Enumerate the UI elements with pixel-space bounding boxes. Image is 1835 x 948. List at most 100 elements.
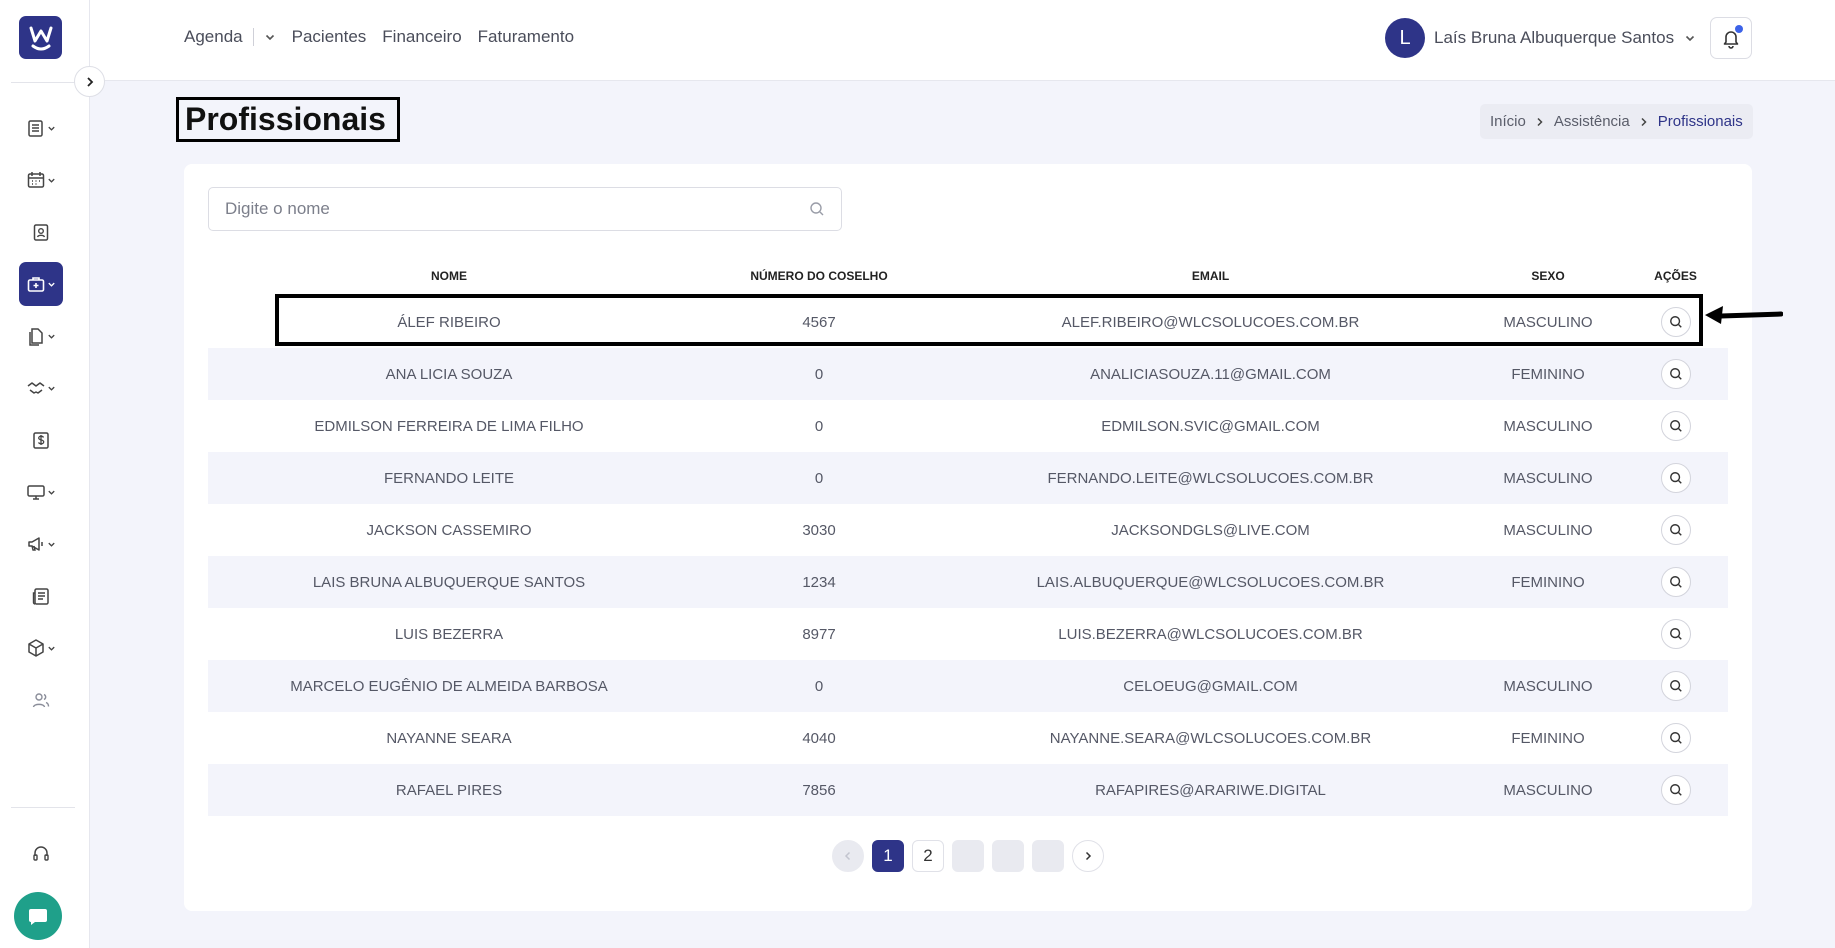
monitor-icon: [27, 485, 45, 500]
user-menu[interactable]: L Laís Bruna Albuquerque Santos: [1385, 18, 1696, 58]
cell-sexo: MASCULINO: [1503, 313, 1593, 331]
cell-acoes: [1623, 660, 1728, 712]
sidebar-item-inventory[interactable]: [19, 626, 63, 670]
view-professional-button[interactable]: [1660, 775, 1691, 805]
megaphone-icon: [28, 537, 43, 551]
view-professional-button[interactable]: [1660, 515, 1691, 545]
breadcrumb: Início Assistência Profissionais: [1480, 104, 1753, 139]
pagination: 1 2: [832, 840, 1104, 872]
sidebar-item-monitor[interactable]: [19, 470, 63, 514]
view-professional-button[interactable]: [1660, 359, 1691, 389]
cell-acoes: [1623, 712, 1728, 764]
cell-sexo: MASCULINO: [1473, 660, 1623, 712]
nav-faturamento[interactable]: Faturamento: [477, 27, 575, 46]
search-icon: [1669, 472, 1682, 484]
pagination-page-1[interactable]: 1: [872, 840, 904, 872]
sidebar-item-id-badge[interactable]: [19, 210, 63, 254]
cell-acoes: [1623, 556, 1728, 608]
cell-numero: 7856: [690, 764, 948, 816]
table-row: LAIS BRUNA ALBUQUERQUE SANTOS 1234 LAIS.AL…: [208, 556, 1728, 608]
table-row: FERNANDO LEITE 0 FERNANDO.LEITE@WLCSOLUCOE…: [208, 452, 1728, 504]
sidebar-item-news[interactable]: [19, 574, 63, 618]
sidebar-item-finance[interactable]: [19, 418, 63, 462]
cell-sexo: MASCULINO: [1473, 452, 1623, 504]
search-input[interactable]: [225, 199, 809, 219]
sidebar-item-support[interactable]: [19, 832, 63, 876]
cell-nome: NAYANNE SEARA: [386, 729, 512, 747]
table-row: JACKSON CASSEMIRO 3030 JACKSONDGLS@LIVE.CO…: [208, 504, 1728, 556]
chevron-down-icon: [48, 490, 55, 495]
column-header-sexo: SEXO: [1531, 269, 1565, 283]
nav-financeiro[interactable]: Financeiro: [382, 27, 462, 46]
cell-email: EDMILSON.SVIC@GMAIL.COM: [1101, 417, 1320, 435]
cell-numero: 4567: [802, 313, 836, 331]
cell-numero: 8977: [802, 625, 836, 643]
cell-email: ANALICIASOUZA.11@GMAIL.COM: [948, 348, 1473, 400]
search-icon: [1669, 680, 1682, 692]
cell-email: JACKSONDGLS@LIVE.COM: [1111, 521, 1310, 539]
table-row: ANA LICIA SOUZA 0 ANALICIASOUZA.11@GMAIL.C…: [208, 348, 1728, 400]
pagination-next-button[interactable]: [1072, 840, 1104, 872]
table-row: ÁLEF RIBEIRO 4567 ALEF.RIBEIRO@WLCSOLUCOES…: [208, 296, 1728, 348]
view-professional-button[interactable]: [1660, 619, 1691, 649]
pagination-page-2[interactable]: 2: [912, 840, 944, 872]
cell-numero: 3030: [802, 521, 836, 539]
notifications-button[interactable]: [1710, 17, 1752, 59]
search-icon: [1669, 368, 1682, 380]
search-icon: [1669, 576, 1682, 588]
sidebar-item-users[interactable]: [19, 678, 63, 722]
cell-nome: FERNANDO LEITE: [208, 452, 690, 504]
cell-email: CELOEUG@GMAIL.COM: [948, 660, 1473, 712]
sidebar-item-records[interactable]: [19, 106, 63, 150]
cell-numero: 0: [814, 417, 824, 435]
table-header-row: NOME NÚMERO DO COSELHO EMAIL SEXO AÇÕES: [208, 256, 1728, 296]
id-badge-icon: [33, 224, 49, 241]
newspaper-icon: [32, 588, 49, 605]
nav-agenda[interactable]: Agenda: [184, 27, 243, 46]
chevron-down-icon: [48, 646, 55, 651]
cell-sexo: FEMININO: [1473, 348, 1623, 400]
cell-email: ALEF.RIBEIRO@WLCSOLUCOES.COM.BR: [1061, 313, 1360, 331]
sidebar-item-agreements[interactable]: [19, 366, 63, 410]
column-header-acoes: AÇÕES: [1654, 269, 1697, 283]
cell-nome: JACKSON CASSEMIRO: [366, 521, 532, 539]
pagination-prev-button[interactable]: [832, 840, 864, 872]
cell-acoes: [1623, 452, 1728, 504]
chevron-down-icon: [265, 34, 274, 41]
cell-nome: LUIS BEZERRA: [394, 625, 504, 643]
view-professional-button[interactable]: [1660, 671, 1691, 701]
chevron-down-icon: [48, 282, 55, 287]
sidebar-collapse-button[interactable]: [74, 66, 105, 97]
column-header-nome: NOME: [431, 269, 467, 283]
sidebar-item-professionals[interactable]: [19, 262, 63, 306]
headset-icon: [33, 846, 49, 861]
table-row: LUIS BEZERRA 8977 LUIS.BEZERRA@WLCSOLUCOES…: [208, 608, 1728, 660]
sidebar-item-documents[interactable]: [19, 314, 63, 358]
cell-acoes: [1623, 608, 1728, 660]
view-professional-button[interactable]: [1660, 307, 1691, 337]
nav-pacientes[interactable]: Pacientes: [291, 27, 367, 46]
handshake-icon: [27, 382, 45, 394]
cell-numero: 0: [690, 660, 948, 712]
breadcrumb-assistencia[interactable]: Assistência: [1553, 113, 1630, 130]
view-professional-button[interactable]: [1660, 463, 1691, 493]
cell-email: RAFAPIRES@ARARIWE.DIGITAL: [948, 764, 1473, 816]
cell-numero: 4040: [802, 729, 836, 747]
breadcrumb-inicio[interactable]: Início: [1490, 113, 1526, 130]
cell-sexo: FEMININO: [1473, 556, 1623, 608]
view-professional-button[interactable]: [1660, 723, 1691, 753]
cell-email: LUIS.BEZERRA@WLCSOLUCOES.COM.BR: [1058, 625, 1363, 643]
view-professional-button[interactable]: [1660, 411, 1691, 441]
sidebar-item-calendar[interactable]: [19, 158, 63, 202]
chat-button[interactable]: [14, 892, 62, 940]
app-logo-icon[interactable]: [19, 16, 62, 59]
sidebar-item-marketing[interactable]: [19, 522, 63, 566]
cell-nome: MARCELO EUGÊNIO DE ALMEIDA BARBOSA: [208, 660, 690, 712]
nav-agenda-dropdown[interactable]: [264, 31, 276, 43]
chevron-down-icon: [48, 178, 55, 183]
top-bar: Agenda Pacientes Financeiro Faturamento …: [90, 0, 1835, 81]
table-row: NAYANNE SEARA 4040 NAYANNE.SEARA@WLCSOLUCO…: [208, 712, 1728, 764]
breadcrumb-profissionais: Profissionais: [1657, 113, 1743, 130]
view-professional-button[interactable]: [1660, 567, 1691, 597]
user-name: Laís Bruna Albuquerque Santos: [1434, 28, 1675, 47]
